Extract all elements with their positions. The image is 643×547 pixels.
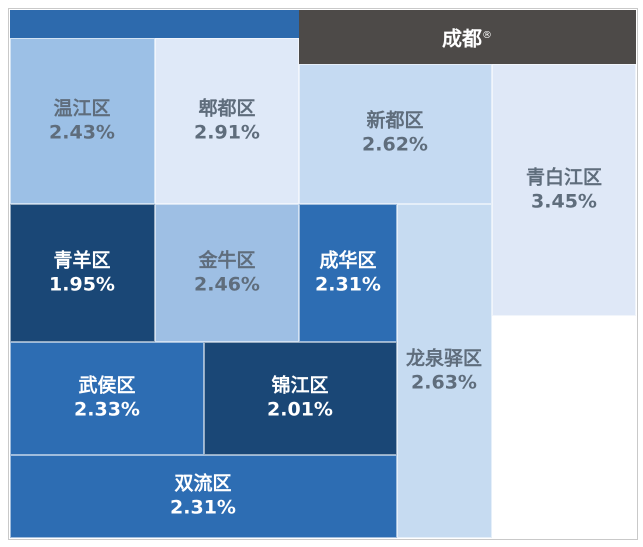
cell-value: 3.45% [531, 190, 597, 212]
cell-value: 2.31% [315, 273, 381, 295]
treemap-cell [299, 204, 397, 342]
cell-value: 2.31% [170, 496, 236, 518]
cell-name: 青羊区 [53, 249, 111, 272]
treemap-cell [10, 38, 155, 204]
cell-label: 郫都区 2.91% [194, 97, 260, 145]
cell-name: 龙泉驿区 [405, 347, 483, 370]
cell-label: 成华区 2.31% [315, 249, 381, 297]
cell-value: 2.63% [411, 371, 477, 393]
cell-value: 2.91% [194, 121, 260, 143]
cell-name: 青白江区 [525, 166, 603, 189]
top-strip [10, 10, 299, 38]
cell-value: 2.33% [74, 398, 140, 420]
cell-label: 龙泉驿区 2.63% [406, 347, 482, 395]
treemap-cell [492, 64, 636, 316]
cell-label: 青白江区 3.45% [526, 166, 602, 214]
cell-label: 双流区 2.31% [170, 472, 236, 520]
cell-name: 郫都区 [198, 97, 256, 120]
cell-label: 青羊区 1.95% [49, 249, 115, 297]
treemap-cell [10, 342, 204, 455]
cell-label: 武侯区 2.33% [74, 374, 140, 422]
chart-header [299, 10, 636, 64]
cell-name: 金牛区 [198, 249, 256, 272]
treemap-cell [397, 204, 492, 538]
cell-label: 新都区 2.62% [362, 109, 428, 157]
cell-value: 1.95% [49, 273, 115, 295]
cell-name: 锦江区 [271, 374, 329, 397]
treemap-cell [155, 204, 299, 342]
cell-value: 2.46% [194, 273, 260, 295]
cell-name: 成华区 [319, 249, 377, 272]
cell-label: 温江区 2.43% [49, 97, 115, 145]
cell-label: 金牛区 2.46% [194, 249, 260, 297]
cell-value: 2.01% [267, 398, 333, 420]
cell-value: 2.62% [362, 133, 428, 155]
treemap-cell [299, 64, 492, 204]
cell-name: 温江区 [53, 97, 111, 120]
cell-name: 武侯区 [78, 374, 136, 397]
treemap-cell [155, 38, 299, 204]
cell-name: 新都区 [366, 109, 424, 132]
treemap-cell [10, 204, 155, 342]
cell-label: 锦江区 2.01% [267, 374, 333, 422]
chart-title: 成都® [442, 26, 492, 51]
cell-name: 双流区 [174, 472, 232, 495]
treemap-cell [204, 342, 397, 455]
cell-value: 2.43% [49, 121, 115, 143]
treemap-cell [10, 455, 397, 538]
